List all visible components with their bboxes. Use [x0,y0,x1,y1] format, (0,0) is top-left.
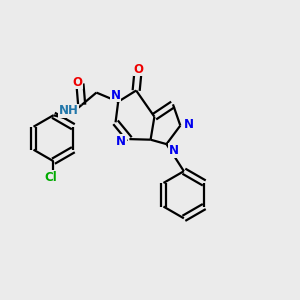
Text: N: N [184,118,194,130]
Text: N: N [169,144,179,157]
Text: N: N [111,89,121,102]
Text: O: O [73,76,82,89]
Text: NH: NH [58,104,78,117]
Text: Cl: Cl [45,171,57,184]
Text: O: O [133,62,143,76]
Text: N: N [116,135,126,148]
